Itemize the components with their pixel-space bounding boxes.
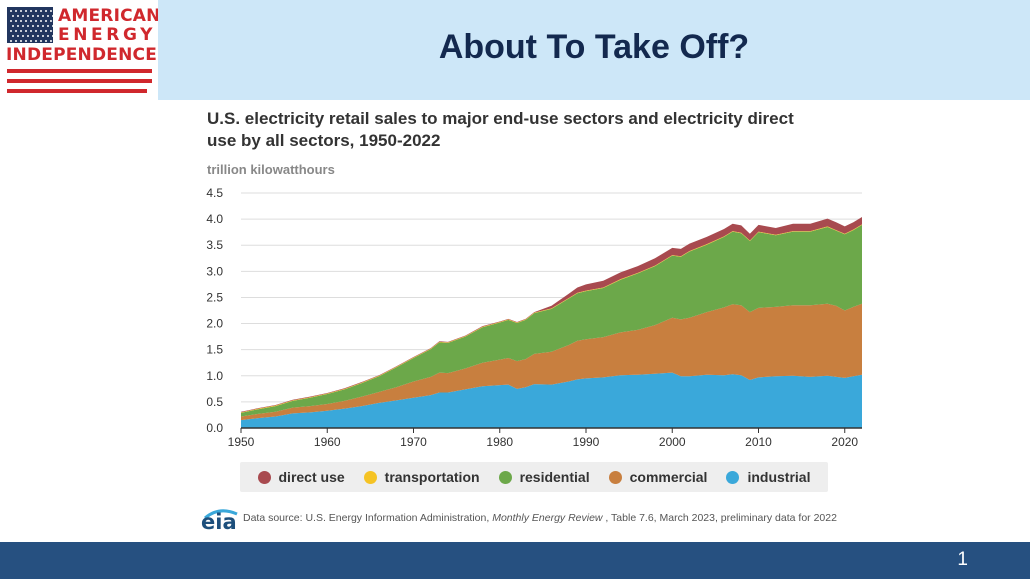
logo-stripe bbox=[7, 69, 152, 73]
legend-item-residential: residential bbox=[498, 469, 590, 485]
us-flag-icon bbox=[7, 7, 54, 43]
y-tick-label: 3.0 bbox=[206, 264, 223, 278]
x-tick-label: 1970 bbox=[400, 435, 427, 449]
legend-label: transportation bbox=[384, 469, 480, 485]
legend-item-direct-use: direct use bbox=[257, 469, 345, 485]
logo-line-american: AMERICAN bbox=[58, 6, 161, 26]
eia-logo-arc bbox=[204, 509, 238, 519]
chart-unit-label: trillion kilowatthours bbox=[207, 162, 335, 177]
x-tick-label: 2020 bbox=[831, 435, 858, 449]
source-prefix: Data source: U.S. Energy Information Adm… bbox=[243, 512, 493, 524]
legend-label: industrial bbox=[747, 469, 811, 485]
legend-swatch bbox=[726, 470, 740, 484]
data-source-note: Data source: U.S. Energy Information Adm… bbox=[243, 511, 843, 525]
eia-logo: eia bbox=[201, 510, 237, 534]
x-tick-label: 2000 bbox=[659, 435, 686, 449]
header-band: About To Take Off? bbox=[158, 0, 1030, 100]
legend-item-commercial: commercial bbox=[608, 469, 708, 485]
y-tick-label: 0.5 bbox=[206, 395, 223, 409]
slide-title: About To Take Off? bbox=[438, 28, 750, 66]
logo-stripe bbox=[7, 79, 152, 83]
y-tick-label: 1.0 bbox=[206, 369, 223, 383]
legend-label: residential bbox=[519, 469, 590, 485]
footer-band: 1 bbox=[0, 542, 1030, 579]
page-number: 1 bbox=[957, 549, 968, 570]
x-tick-label: 1990 bbox=[573, 435, 600, 449]
y-tick-label: 0.0 bbox=[206, 421, 223, 435]
x-tick-label: 1950 bbox=[228, 435, 255, 449]
y-tick-label: 4.5 bbox=[206, 186, 223, 200]
logo-stripe bbox=[7, 89, 147, 93]
x-tick-label: 1980 bbox=[486, 435, 513, 449]
legend-swatch bbox=[363, 470, 377, 484]
legend-item-transportation: transportation bbox=[363, 469, 480, 485]
area-series-commercial bbox=[241, 303, 862, 421]
logo-line-independence: INDEPENDENCE bbox=[6, 45, 158, 65]
area-series-residential bbox=[241, 224, 862, 417]
y-tick-label: 3.5 bbox=[206, 238, 223, 252]
x-tick-label: 1960 bbox=[314, 435, 341, 449]
legend-label: commercial bbox=[629, 469, 708, 485]
x-tick-label: 2010 bbox=[745, 435, 772, 449]
y-tick-label: 2.0 bbox=[206, 317, 223, 331]
chart-title: U.S. electricity retail sales to major e… bbox=[207, 109, 794, 150]
y-tick-label: 2.5 bbox=[206, 290, 223, 304]
chart-legend: direct use transportation residential comme… bbox=[240, 462, 828, 492]
source-suffix: , Table 7.6, March 2023, preliminary dat… bbox=[602, 512, 837, 524]
legend-label: direct use bbox=[278, 469, 345, 485]
area-series-industrial bbox=[241, 372, 862, 428]
y-tick-label: 4.0 bbox=[206, 212, 223, 226]
legend-item-industrial: industrial bbox=[726, 469, 810, 485]
legend-swatch bbox=[498, 470, 512, 484]
y-tick-label: 1.5 bbox=[206, 343, 223, 357]
legend-swatch bbox=[257, 470, 271, 484]
stacked-area-chart: 0.0 0.5 1.0 1.5 2.0 2.5 3.0 3.5 4.0 4.5 1950 1960 19… bbox=[206, 186, 862, 449]
source-publication: Monthly Energy Review bbox=[492, 512, 603, 524]
logo-line-energy: ENERGY bbox=[58, 25, 157, 45]
legend-swatch bbox=[608, 470, 622, 484]
logo: AMERICAN ENERGY INDEPENDENCE bbox=[0, 0, 161, 100]
